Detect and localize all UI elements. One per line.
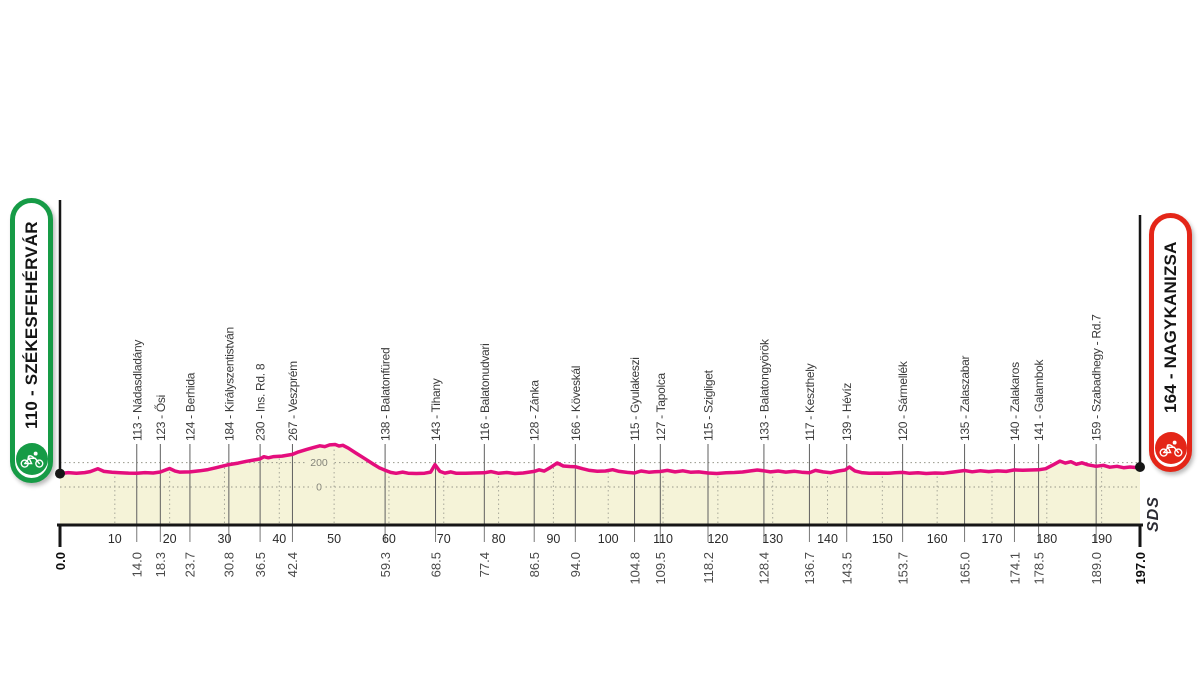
km-tick-label: 160	[927, 532, 948, 546]
waypoint-distance-label: 118.2	[701, 552, 716, 584]
waypoint-label: 267 - Veszprém	[286, 361, 300, 441]
waypoint-label: 230 - Ins. Rd. 8	[254, 363, 268, 441]
start-location-pill: 110 - SZÉKESFEHÉRVÁR	[10, 198, 53, 483]
km-tick-label: 120	[707, 532, 728, 546]
km-tick-label: 10	[108, 532, 122, 546]
km-tick-label: 100	[598, 532, 619, 546]
waypoint-label: 113 - Nádasdladány	[130, 340, 144, 441]
elevation-gridline-label: 0	[316, 482, 322, 494]
km-tick-label: 30	[218, 532, 232, 546]
km-tick-label: 170	[982, 532, 1003, 546]
waypoint-label: 115 - Gyulakeszi	[628, 357, 642, 441]
finish-location-pill: 164 - NAGYKANIZSA	[1149, 213, 1192, 472]
km-tick-label: 60	[382, 532, 396, 546]
profile-area-fill	[60, 444, 1140, 524]
waypoint-distance-label: 143.5	[840, 552, 855, 585]
waypoint-distance-label: 174.1	[1007, 552, 1022, 585]
waypoint-distance-label: 189.0	[1089, 552, 1104, 585]
waypoint-label: 117 - Keszthely	[803, 363, 817, 441]
waypoint-distance-label: 59.3	[378, 552, 393, 577]
waypoint-distance-label: 30.8	[222, 552, 237, 577]
waypoint-distance-label: 14.0	[130, 552, 145, 577]
waypoint-distance-label: 128.4	[757, 552, 772, 585]
waypoint-label: 116 - Balatonudvari	[478, 344, 492, 441]
km-tick-label: 90	[546, 532, 560, 546]
waypoint-label: 166 - Köveskál	[569, 366, 583, 441]
waypoint-label: 138 - Balatonfüred	[379, 348, 393, 441]
km-tick-label: 80	[492, 532, 506, 546]
waypoint-distance-label: 104.8	[627, 552, 642, 585]
waypoint-distance-label: 94.0	[568, 552, 583, 577]
waypoint-label: 140 - Zalakaros	[1008, 362, 1022, 441]
waypoint-distance-label: 197.0	[1133, 552, 1148, 585]
waypoint-distance-label: 165.0	[957, 552, 972, 585]
waypoint-distance-label: 109.5	[653, 552, 668, 585]
waypoint-distance-label: 77.4	[477, 552, 492, 577]
waypoint-label: 139 - Hévíz	[840, 383, 854, 441]
start-dot	[55, 468, 65, 479]
km-tick-label: 190	[1091, 532, 1112, 546]
km-tick-label: 130	[762, 532, 783, 546]
km-tick-label: 150	[872, 532, 893, 546]
sds-logo: SDS	[1145, 496, 1162, 532]
km-tick-label: 50	[327, 532, 341, 546]
km-tick-label: 70	[437, 532, 451, 546]
waypoint-distance-label: 36.5	[253, 552, 268, 577]
waypoint-distance-label: 153.7	[895, 552, 910, 585]
km-tick-label: 110	[653, 532, 673, 546]
waypoint-label: 115 - Szigliget	[702, 369, 716, 441]
waypoint-label: 141 - Galambok	[1032, 359, 1046, 441]
waypoint-distance-label: 68.5	[428, 552, 443, 577]
waypoint-distance-label: 86.5	[527, 552, 542, 577]
waypoint-label: 184 - Királyszentistván	[222, 327, 236, 441]
waypoint-label: 120 - Sármellék	[896, 360, 910, 441]
waypoint-distance-label: 18.3	[153, 552, 168, 577]
waypoint-label: 159 - Szabadhegy - Rd.7	[1090, 314, 1104, 441]
elevation-gridline-label: 200	[310, 457, 328, 469]
waypoint-distance-label: 136.7	[802, 552, 817, 585]
waypoint-distance-label: 42.4	[285, 552, 300, 577]
gridline-label-bg	[305, 456, 333, 469]
gridline-label-bg	[312, 481, 326, 493]
waypoint-distance-label: 178.5	[1031, 552, 1046, 585]
waypoint-label: 128 - Zánka	[528, 380, 542, 441]
waypoint-label: 143 - Tihany	[429, 378, 443, 441]
waypoint-label: 135 - Zalaszabar	[958, 355, 972, 441]
finish-dot	[1135, 461, 1145, 472]
km-tick-label: 20	[163, 532, 177, 546]
waypoint-distance-label: 23.7	[183, 552, 198, 577]
km-tick-label: 40	[272, 532, 286, 546]
km-tick-label: 140	[817, 532, 838, 546]
waypoint-distance-label: 0.0	[53, 552, 68, 570]
km-tick-label: 180	[1036, 532, 1057, 546]
profile-line	[58, 442, 1142, 476]
waypoint-label: 124 - Berhida	[183, 372, 197, 441]
start-cyclist-icon	[15, 443, 48, 475]
waypoint-label: 127 - Tapolca	[654, 372, 668, 441]
waypoint-label: 123 - Ősi	[153, 395, 168, 441]
finish-cyclist-icon	[1154, 432, 1187, 464]
waypoint-label: 133 - Balatongyörök	[757, 338, 771, 441]
